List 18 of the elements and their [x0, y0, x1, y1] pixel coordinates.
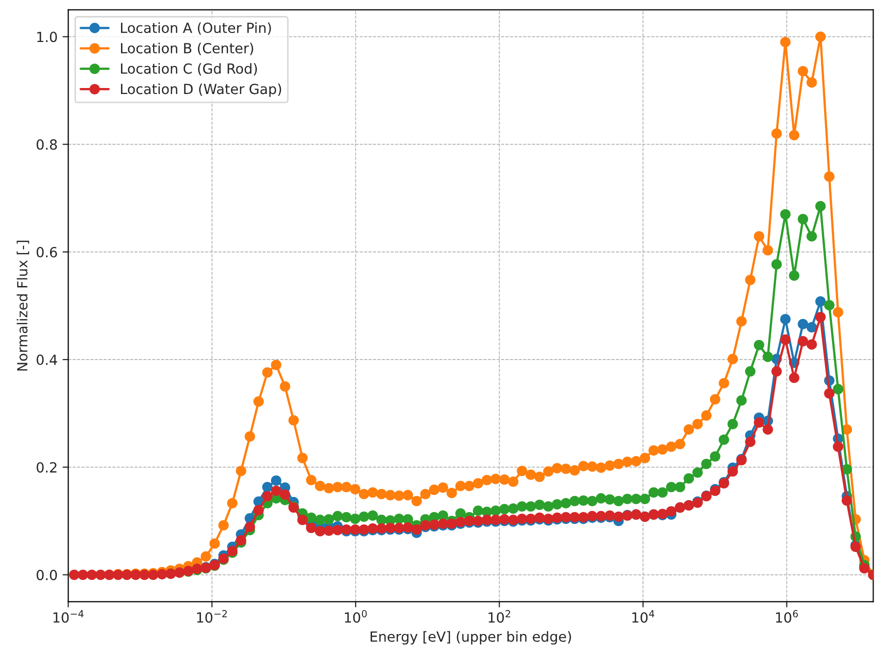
y-tick-label: 0.8: [36, 139, 57, 150]
y-axis-title: Normalized Flux [-]: [16, 240, 30, 371]
x-tick-label: 10$^{2}$: [488, 610, 510, 623]
y-tick-label: 0.2: [36, 462, 56, 473]
legend-label: Location C (Gd Rod): [121, 63, 257, 76]
legend-label: Location A (Outer Pin): [121, 22, 271, 35]
legend-label: Location D (Water Gap): [121, 83, 282, 97]
legend-label: Location B (Center): [121, 42, 254, 56]
x-tick-label: 10$^{6}$: [776, 610, 798, 623]
x-axis-title: Energy [eV] (upper bin edge): [370, 631, 571, 645]
x-tick-label: 10$^{0}$: [344, 610, 367, 623]
y-tick-label: 0.6: [36, 246, 57, 258]
y-tick-label: 1.0: [37, 32, 57, 42]
x-tick-label: 10$^{4}$: [632, 610, 654, 623]
x-tick-label: 10$^{−4}$: [53, 610, 84, 623]
y-tick-label: 0.4: [36, 354, 58, 366]
y-tick-label: 0.0: [36, 570, 57, 580]
x-tick-label: 10$^{−2}$: [197, 610, 227, 623]
